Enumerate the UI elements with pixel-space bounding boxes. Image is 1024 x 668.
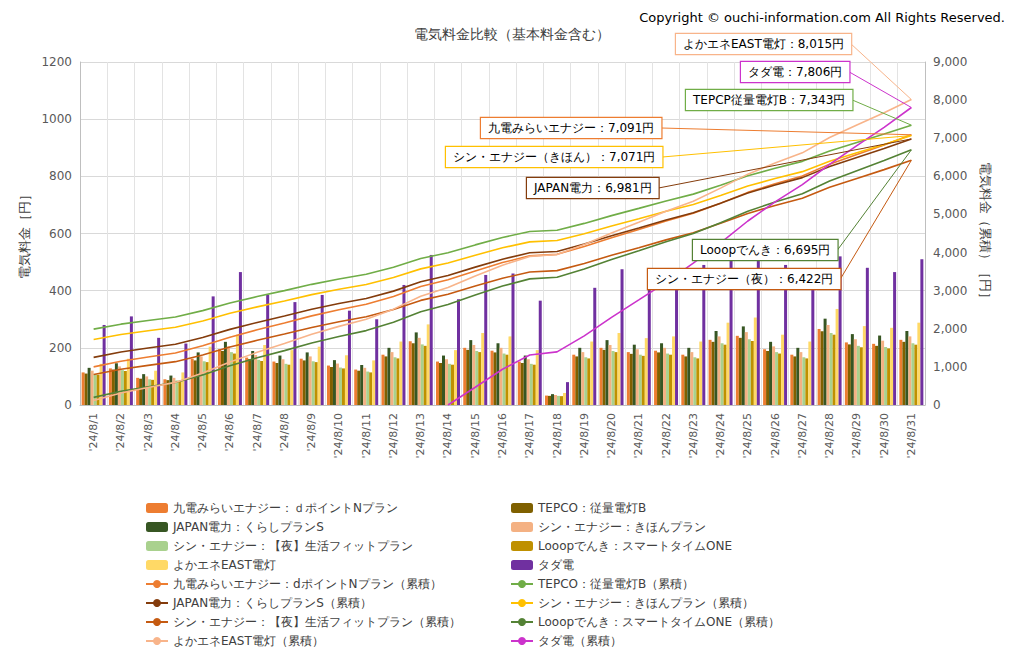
svg-text:シン・エナジー：【夜】生活フィットプラン: シン・エナジー：【夜】生活フィットプラン: [173, 539, 413, 553]
svg-text:3,000: 3,000: [933, 284, 967, 298]
svg-text:'24/8/27: '24/8/27: [796, 413, 809, 458]
svg-text:'24/8/18: '24/8/18: [551, 413, 564, 458]
svg-text:1200: 1200: [41, 55, 72, 69]
svg-text:8,000: 8,000: [933, 93, 967, 107]
svg-text:JAPAN電力：6,981円: JAPAN電力：6,981円: [533, 181, 652, 195]
svg-text:'24/8/14: '24/8/14: [441, 413, 454, 458]
svg-text:JAPAN電力：くらしプランS: JAPAN電力：くらしプランS: [172, 520, 324, 534]
svg-text:4,000: 4,000: [933, 246, 967, 260]
svg-text:'24/8/6: '24/8/6: [223, 413, 236, 451]
svg-text:'24/8/29: '24/8/29: [850, 413, 863, 458]
svg-text:'24/8/20: '24/8/20: [605, 413, 618, 458]
svg-text:'24/8/9: '24/8/9: [305, 413, 318, 451]
svg-text:JAPAN電力：くらしプランS（累積）: JAPAN電力：くらしプランS（累積）: [172, 596, 372, 610]
svg-text:よかエネEAST電灯: よかエネEAST電灯: [173, 558, 276, 572]
svg-text:400: 400: [49, 284, 72, 298]
svg-text:'24/8/10: '24/8/10: [332, 413, 345, 458]
svg-text:九電みらいエナジー：dポイントNプラン（累積）: 九電みらいエナジー：dポイントNプラン（累積）: [173, 577, 442, 591]
svg-text:TEPCO：従量電灯B（累積）: TEPCO：従量電灯B（累積）: [537, 577, 694, 591]
svg-text:200: 200: [49, 341, 72, 355]
svg-text:電気料金［円］: 電気料金［円］: [17, 188, 32, 279]
svg-text:'24/8/19: '24/8/19: [578, 413, 591, 458]
svg-text:Copyright © ouchi-information.: Copyright © ouchi-information.com All Ri…: [639, 10, 1005, 25]
svg-text:800: 800: [49, 169, 72, 183]
svg-text:'24/8/5: '24/8/5: [196, 413, 209, 451]
svg-text:'24/8/11: '24/8/11: [360, 413, 373, 458]
svg-text:0: 0: [933, 398, 941, 412]
svg-text:タダ電（累積）: タダ電（累積）: [538, 634, 622, 648]
svg-text:Looopでんき：6,695円: Looopでんき：6,695円: [700, 243, 830, 257]
svg-text:'24/8/7: '24/8/7: [251, 413, 264, 451]
svg-text:九電みらいエナジー：7,091円: 九電みらいエナジー：7,091円: [488, 121, 654, 135]
svg-text:1,000: 1,000: [933, 360, 967, 374]
svg-text:シン・エナジー：きほんプラン（累積）: シン・エナジー：きほんプラン（累積）: [538, 596, 754, 610]
svg-text:電気料金比較（基本料金含む）: 電気料金比較（基本料金含む）: [414, 26, 610, 42]
svg-text:Looopでんき：スマートタイムONE: Looopでんき：スマートタイムONE: [538, 539, 732, 553]
svg-text:5,000: 5,000: [933, 207, 967, 221]
svg-text:TEPCO：従量電灯B: TEPCO：従量電灯B: [537, 501, 646, 515]
svg-text:電気料金（累積）［円］: 電気料金（累積）［円］: [978, 162, 993, 305]
svg-text:'24/8/21: '24/8/21: [632, 413, 645, 458]
svg-text:シン・エナジー：きほんプラン: シン・エナジー：きほんプラン: [538, 520, 706, 534]
svg-text:'24/8/30: '24/8/30: [878, 413, 891, 458]
svg-text:シン・エナジー（きほん）：7,071円: シン・エナジー（きほん）：7,071円: [453, 150, 655, 164]
svg-text:'24/8/28: '24/8/28: [823, 413, 836, 458]
svg-text:'24/8/16: '24/8/16: [496, 413, 509, 458]
svg-text:'24/8/15: '24/8/15: [469, 413, 482, 458]
svg-text:6,000: 6,000: [933, 169, 967, 183]
svg-text:600: 600: [49, 227, 72, 241]
svg-text:'24/8/26: '24/8/26: [769, 413, 782, 458]
svg-text:'24/8/24: '24/8/24: [714, 413, 727, 458]
svg-text:9,000: 9,000: [933, 55, 967, 69]
svg-text:タダ電：7,806円: タダ電：7,806円: [748, 65, 842, 79]
svg-text:'24/8/2: '24/8/2: [114, 413, 127, 451]
svg-text:'24/8/31: '24/8/31: [905, 413, 918, 458]
svg-text:TEPCP従量電灯B：7,343円: TEPCP従量電灯B：7,343円: [692, 93, 845, 107]
svg-text:シン・エナジー（夜）：6,422円: シン・エナジー（夜）：6,422円: [655, 272, 833, 286]
svg-text:1000: 1000: [41, 112, 72, 126]
svg-text:'24/8/4: '24/8/4: [169, 413, 182, 451]
svg-text:2,000: 2,000: [933, 322, 967, 336]
svg-text:7,000: 7,000: [933, 131, 967, 145]
svg-text:よかエネEAST電灯（累積）: よかエネEAST電灯（累積）: [173, 634, 324, 648]
svg-text:よかエネEAST電灯：8,015円: よかエネEAST電灯：8,015円: [683, 37, 844, 51]
svg-text:シン・エナジー：【夜】生活フィットプラン（累積）: シン・エナジー：【夜】生活フィットプラン（累積）: [173, 615, 461, 629]
svg-text:タダ電: タダ電: [538, 558, 574, 572]
svg-text:'24/8/1: '24/8/1: [87, 413, 100, 451]
svg-text:'24/8/8: '24/8/8: [278, 413, 291, 451]
svg-text:'24/8/17: '24/8/17: [523, 413, 536, 458]
svg-text:九電みらいエナジー：ｄポイントNプラン: 九電みらいエナジー：ｄポイントNプラン: [173, 501, 398, 515]
svg-text:'24/8/3: '24/8/3: [142, 413, 155, 451]
svg-text:'24/8/12: '24/8/12: [387, 413, 400, 458]
svg-text:'24/8/22: '24/8/22: [660, 413, 673, 458]
svg-text:'24/8/23: '24/8/23: [687, 413, 700, 458]
svg-text:0: 0: [64, 398, 72, 412]
svg-text:Looopでんき：スマートタイムONE（累積）: Looopでんき：スマートタイムONE（累積）: [538, 615, 780, 629]
svg-text:'24/8/13: '24/8/13: [414, 413, 427, 458]
svg-text:'24/8/25: '24/8/25: [741, 413, 754, 458]
